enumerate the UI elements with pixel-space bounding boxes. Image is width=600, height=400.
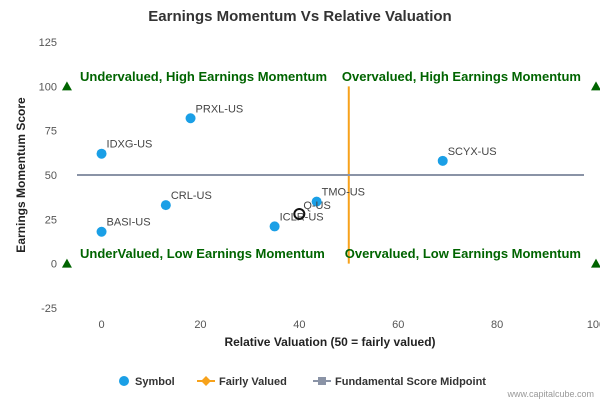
data-point-label: SCYX-US bbox=[448, 146, 497, 158]
data-point bbox=[185, 113, 196, 124]
corner-marker-triangle bbox=[61, 81, 72, 91]
data-point-label: IDXG-US bbox=[107, 139, 153, 151]
data-point bbox=[160, 200, 171, 211]
chart-title: Earnings Momentum Vs Relative Valuation bbox=[148, 8, 451, 25]
x-tick-labels: 0 20 40 60 80 100 bbox=[98, 319, 600, 331]
legend-symbol-marker bbox=[119, 376, 129, 386]
credit-text: www.capitalcube.com bbox=[506, 389, 594, 399]
legend: Symbol Fairly Valued Fundamental Score M… bbox=[119, 376, 486, 388]
legend-midpoint-label: Fundamental Score Midpoint bbox=[335, 376, 486, 388]
corner-markers bbox=[61, 81, 600, 268]
x-tick-label: 0 bbox=[98, 319, 104, 331]
quadrant-label-bottom-right: Overvalued, Low Earnings Momentum bbox=[345, 246, 581, 261]
y-tick-label: 125 bbox=[39, 37, 57, 49]
highlight-point-label: Q-US bbox=[303, 200, 331, 212]
corner-marker-triangle bbox=[591, 258, 600, 268]
highlight-point bbox=[293, 208, 306, 221]
y-tick-label: 0 bbox=[51, 259, 57, 271]
corner-marker-triangle bbox=[591, 81, 600, 91]
y-tick-labels: -25 0 25 50 75 100 125 bbox=[39, 37, 57, 315]
data-point-label: CRL-US bbox=[171, 190, 212, 202]
legend-symbol-label: Symbol bbox=[135, 376, 175, 388]
data-point-label: ICLR-US bbox=[280, 211, 324, 223]
quadrant-labels: Undervalued, High Earnings Momentum Over… bbox=[80, 69, 581, 261]
x-tick-label: 80 bbox=[491, 319, 503, 331]
quadrant-label-top-right: Overvalued, High Earnings Momentum bbox=[342, 69, 581, 84]
legend-fairly-valued-label: Fairly Valued bbox=[219, 376, 287, 388]
x-tick-label: 20 bbox=[194, 319, 206, 331]
y-tick-label: 25 bbox=[45, 214, 57, 226]
y-tick-label: 50 bbox=[45, 170, 57, 182]
legend-midpoint-marker bbox=[318, 377, 326, 385]
data-point-label: BASI-US bbox=[107, 217, 151, 229]
data-points: PRXL-US IDXG-US SCYX-US CRL-US TMO-US ICLR-US… bbox=[96, 103, 497, 237]
quadrant-label-bottom-left: UnderValued, Low Earnings Momentum bbox=[80, 246, 325, 261]
y-tick-label: 75 bbox=[45, 126, 57, 138]
y-tick-label: 100 bbox=[39, 81, 57, 93]
corner-marker-triangle bbox=[61, 258, 72, 268]
legend-item-midpoint[interactable]: Fundamental Score Midpoint bbox=[313, 376, 486, 388]
legend-item-fairly-valued[interactable]: Fairly Valued bbox=[197, 376, 287, 388]
legend-item-symbol[interactable]: Symbol bbox=[119, 376, 175, 388]
x-tick-label: 40 bbox=[293, 319, 305, 331]
quadrant-label-top-left: Undervalued, High Earnings Momentum bbox=[80, 69, 327, 84]
x-tick-label: 60 bbox=[392, 319, 404, 331]
data-point-label: TMO-US bbox=[322, 187, 365, 199]
data-point bbox=[311, 196, 322, 207]
data-point bbox=[96, 148, 107, 159]
data-point bbox=[96, 226, 107, 237]
legend-fairly-valued-marker bbox=[201, 376, 211, 386]
x-axis-title: Relative Valuation (50 = fairly valued) bbox=[224, 335, 435, 349]
x-tick-label: 100 bbox=[587, 319, 600, 331]
data-point bbox=[437, 155, 448, 166]
data-point-label: PRXL-US bbox=[196, 103, 244, 115]
y-axis-title: Earnings Momentum Score bbox=[14, 97, 28, 253]
data-point bbox=[269, 221, 280, 232]
y-tick-label: -25 bbox=[41, 303, 57, 315]
